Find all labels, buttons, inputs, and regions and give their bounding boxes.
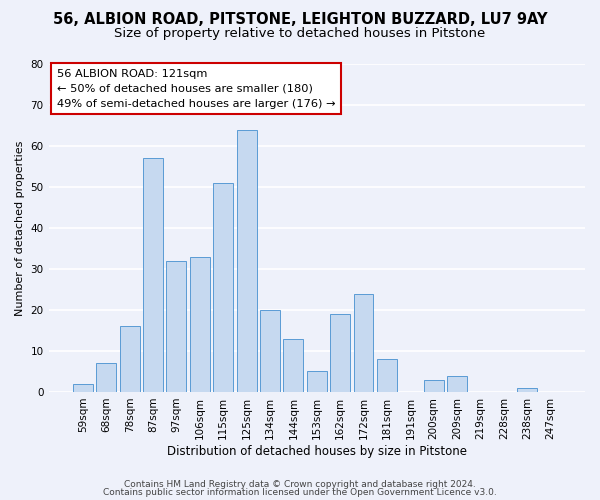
Bar (143, 158, 163, 392)
Text: Contains HM Land Registry data © Crown copyright and database right 2024.: Contains HM Land Registry data © Crown c… (124, 480, 476, 489)
Bar (307, 372, 327, 392)
Bar (283, 338, 304, 392)
Bar (236, 130, 257, 392)
Bar (424, 380, 443, 392)
Bar (353, 294, 373, 392)
Text: Size of property relative to detached houses in Pitstone: Size of property relative to detached ho… (115, 28, 485, 40)
Bar (190, 256, 210, 392)
Bar (73, 384, 93, 392)
Bar (447, 376, 467, 392)
Y-axis label: Number of detached properties: Number of detached properties (15, 140, 25, 316)
Bar (166, 261, 187, 392)
Bar (97, 364, 116, 392)
Bar (330, 314, 350, 392)
Text: 56, ALBION ROAD, PITSTONE, LEIGHTON BUZZARD, LU7 9AY: 56, ALBION ROAD, PITSTONE, LEIGHTON BUZZ… (53, 12, 547, 28)
Bar (517, 388, 537, 392)
X-axis label: Distribution of detached houses by size in Pitstone: Distribution of detached houses by size … (167, 444, 467, 458)
Bar (260, 310, 280, 392)
Bar (213, 183, 233, 392)
Text: 56 ALBION ROAD: 121sqm
← 50% of detached houses are smaller (180)
49% of semi-de: 56 ALBION ROAD: 121sqm ← 50% of detached… (56, 69, 335, 108)
Bar (377, 359, 397, 392)
Bar (120, 326, 140, 392)
Text: Contains public sector information licensed under the Open Government Licence v3: Contains public sector information licen… (103, 488, 497, 497)
